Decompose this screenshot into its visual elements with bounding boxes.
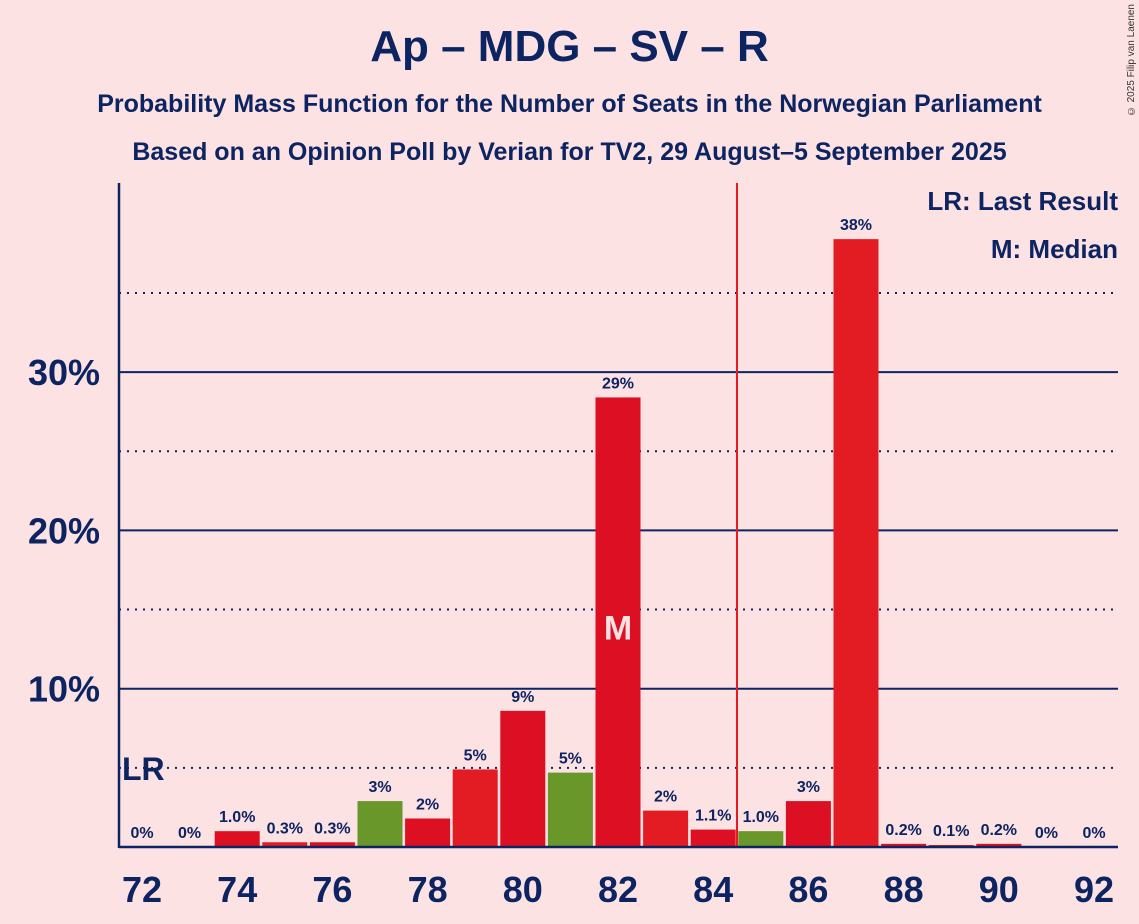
bar-79 <box>452 769 498 847</box>
chart-subtitle: Probability Mass Function for the Number… <box>97 90 1042 118</box>
data-label-78: 2% <box>416 797 439 814</box>
bar-81 <box>547 772 593 847</box>
x-tick-label: 84 <box>693 869 733 910</box>
bars <box>214 239 1022 848</box>
x-tick-label: 88 <box>884 869 924 910</box>
bar-86 <box>785 801 831 847</box>
data-label-83: 2% <box>654 789 677 806</box>
data-label-81: 5% <box>559 751 582 768</box>
chart-title: Ap – MDG – SV – R <box>370 22 769 71</box>
y-tick-label: 20% <box>28 510 100 551</box>
bar-78 <box>405 818 451 847</box>
data-label-80: 9% <box>511 689 534 706</box>
data-label-91: 0% <box>1035 825 1058 842</box>
bar-84 <box>690 829 736 847</box>
data-label-75: 0.3% <box>267 820 303 837</box>
data-label-79: 5% <box>464 747 487 764</box>
x-tick-label: 74 <box>217 869 257 910</box>
x-tick-label: 82 <box>598 869 638 910</box>
data-label-87: 38% <box>840 217 872 234</box>
last-result-marker: LR <box>122 751 165 787</box>
legend-entry: M: Median <box>991 234 1118 264</box>
bar-90 <box>976 843 1022 847</box>
x-tick-label: 80 <box>503 869 543 910</box>
data-label-88: 0.2% <box>885 822 921 839</box>
bar-77 <box>357 801 403 847</box>
data-label-92: 0% <box>1082 825 1105 842</box>
data-label-86: 3% <box>797 779 820 796</box>
y-tick-label: 30% <box>28 352 100 393</box>
data-label-76: 0.3% <box>314 820 350 837</box>
bar-74 <box>214 831 260 847</box>
bar-88 <box>881 843 927 847</box>
data-label-72: 0% <box>130 825 153 842</box>
data-label-77: 3% <box>368 779 391 796</box>
x-tick-label: 90 <box>979 869 1019 910</box>
x-tick-label: 78 <box>408 869 448 910</box>
data-label-90: 0.2% <box>981 822 1017 839</box>
data-label-73: 0% <box>178 825 201 842</box>
data-label-74: 1.0% <box>219 809 255 826</box>
bar-80 <box>500 710 546 847</box>
data-label-85: 1.0% <box>743 809 779 826</box>
data-label-82: 29% <box>602 375 634 392</box>
bar-82 <box>595 397 641 847</box>
data-label-84: 1.1% <box>695 808 731 825</box>
legend-entry: LR: Last Result <box>927 186 1118 216</box>
bar-83 <box>643 810 689 847</box>
x-tick-label: 72 <box>122 869 162 910</box>
data-label-89: 0.1% <box>933 823 969 840</box>
gridlines <box>119 183 1118 847</box>
chart-source: Based on an Opinion Poll by Verian for T… <box>132 138 1007 166</box>
data-labels: 0% 0% 1.0% 0.3% 0.3% 3% 2% 5% 9% 5% 29% M 2% 1.1% 1.0%… <box>122 217 1106 842</box>
bar-75 <box>262 842 308 847</box>
x-tick-label: 92 <box>1074 869 1114 910</box>
legend: LR: Last Result M: Median <box>927 186 1118 264</box>
axes: 10% 20% 30% 72 74 76 78 80 82 84 86 88 90 92 <box>28 183 1118 910</box>
x-tick-label: 86 <box>788 869 828 910</box>
bar-85 <box>738 831 784 847</box>
median-marker: M <box>604 610 632 648</box>
bar-76 <box>309 842 355 847</box>
bar-87 <box>833 239 879 848</box>
y-tick-label: 10% <box>28 669 100 710</box>
x-tick-label: 76 <box>312 869 352 910</box>
